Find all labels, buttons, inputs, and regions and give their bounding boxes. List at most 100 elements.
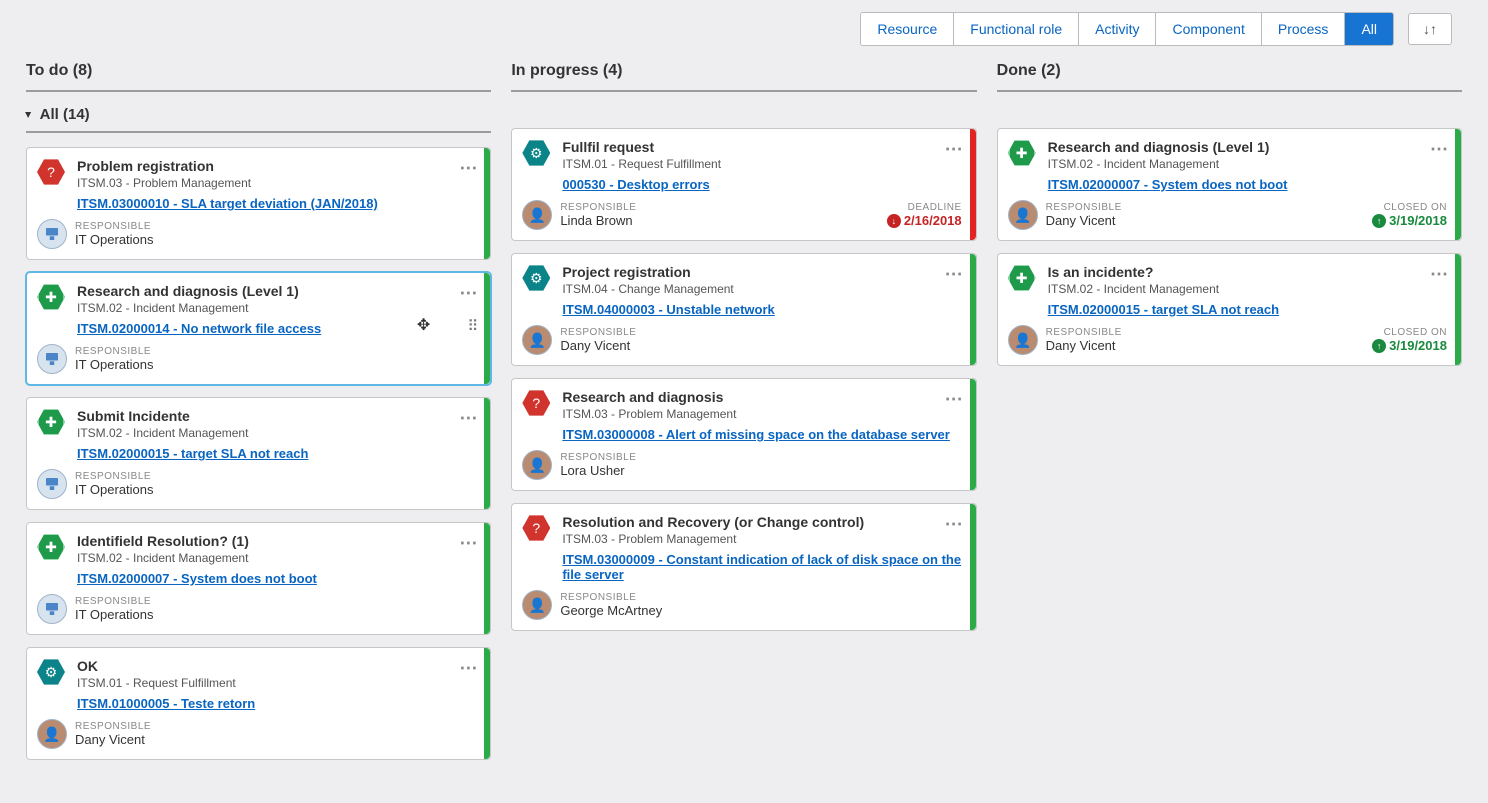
filter-tab-resource[interactable]: Resource — [861, 13, 954, 45]
card-footer: RESPONSIBLEIT Operations — [77, 469, 476, 499]
card-link[interactable]: ITSM.02000014 - No network file access — [77, 321, 321, 336]
kanban-card[interactable]: ? ⋯Problem registration ITSM.03 - Problem … — [26, 147, 491, 260]
card-link[interactable]: ITSM.01000005 - Teste retorn — [77, 696, 255, 711]
card-type-icon: ⚙ — [37, 658, 65, 686]
kanban-board: To do (8) All (14) ?⋯Problem registratio… — [26, 62, 1462, 772]
card-menu-icon[interactable]: ⋯ — [945, 389, 964, 410]
drag-handle-icon[interactable]: ⠿ — [467, 317, 478, 335]
responsible-block: 👤RESPONSIBLEDany Vicent — [522, 325, 636, 355]
avatar: 👤 — [1008, 200, 1038, 230]
card-link[interactable]: ITSM.02000015 - target SLA not reach — [1048, 302, 1279, 317]
deadline-arrow-icon: ↓ — [887, 214, 901, 228]
kanban-card[interactable]: ?⋯Resolution and Recovery (or Change con… — [511, 503, 976, 631]
avatar: 👤 — [522, 450, 552, 480]
responsible-name: Linda Brown — [560, 213, 636, 228]
group-label: All (14) — [40, 106, 90, 123]
card-subtitle: ITSM.02 - Incident Management — [77, 301, 476, 315]
deadline-arrow-icon: ↑ — [1372, 339, 1386, 353]
responsible-label: RESPONSIBLE — [560, 327, 636, 338]
column-inprogress: In progress (4) ⚙⋯Fullfil requestITSM.01… — [511, 62, 976, 772]
kanban-card[interactable]: ⚙⋯Fullfil requestITSM.01 - Request Fulfi… — [511, 128, 976, 241]
filter-tabs: ResourceFunctional roleActivityComponent… — [860, 12, 1394, 46]
card-menu-icon[interactable]: ⋯ — [945, 514, 964, 535]
card-link[interactable]: ITSM.02000007 - System does not boot — [1048, 177, 1288, 192]
responsible-label: RESPONSIBLE — [560, 452, 636, 463]
card-menu-icon[interactable]: ⋯ — [459, 408, 478, 429]
card-footer: 👤RESPONSIBLEDany Vicent — [77, 719, 476, 749]
card-menu-icon[interactable]: ⋯ — [945, 139, 964, 160]
responsible-name: Dany Vicent — [560, 338, 636, 353]
avatar — [37, 219, 67, 249]
responsible-label: RESPONSIBLE — [560, 592, 662, 603]
sort-button[interactable]: ↓↑ — [1408, 13, 1452, 45]
card-link[interactable]: ITSM.03000009 - Constant indication of l… — [562, 552, 961, 582]
group-row[interactable]: All (14) — [26, 106, 491, 133]
card-title: Submit Incidente — [77, 408, 476, 424]
filter-tab-functional-role[interactable]: Functional role — [954, 13, 1079, 45]
deadline-block: CLOSED ON↑3/19/2018 — [1372, 327, 1447, 353]
card-menu-icon[interactable]: ⋯ — [459, 158, 478, 179]
card-stripe — [970, 254, 976, 365]
cards-todo: ?⋯Problem registrationITSM.03 - Problem … — [26, 147, 491, 760]
card-stripe — [484, 148, 490, 259]
card-stripe — [1455, 254, 1461, 365]
card-footer: 👤RESPONSIBLEDany VicentCLOSED ON↑3/19/20… — [1048, 200, 1447, 230]
card-subtitle: ITSM.04 - Change Management — [562, 282, 961, 296]
filter-tab-activity[interactable]: Activity — [1079, 13, 1156, 45]
column-title-todo: To do (8) — [26, 62, 491, 92]
filter-tab-process[interactable]: Process — [1262, 13, 1346, 45]
card-type-icon: ✚ — [1008, 139, 1036, 167]
card-footer: 👤RESPONSIBLELora Usher — [562, 450, 961, 480]
card-menu-icon[interactable]: ⋯ — [459, 658, 478, 679]
kanban-card[interactable]: ?⋯Research and diagnosisITSM.03 - Proble… — [511, 378, 976, 491]
kanban-card[interactable]: ⚙⋯OKITSM.01 - Request FulfillmentITSM.01… — [26, 647, 491, 760]
card-menu-icon[interactable]: ⋯ — [459, 533, 478, 554]
card-footer: 👤RESPONSIBLEDany VicentCLOSED ON↑3/19/20… — [1048, 325, 1447, 355]
card-link[interactable]: ITSM.04000003 - Unstable network — [562, 302, 774, 317]
kanban-card[interactable]: ✚⋯✥⠿Research and diagnosis (Level 1)ITSM… — [26, 272, 491, 385]
card-menu-icon[interactable]: ⋯ — [1430, 139, 1449, 160]
card-type-icon: ? — [37, 158, 65, 186]
responsible-block: 👤RESPONSIBLEGeorge McArtney — [522, 590, 662, 620]
card-link[interactable]: ITSM.03000010 - SLA target deviation (JA… — [77, 196, 378, 211]
deadline-arrow-icon: ↑ — [1372, 214, 1386, 228]
column-title-inprogress: In progress (4) — [511, 62, 976, 92]
kanban-card[interactable]: ✚⋯Research and diagnosis (Level 1)ITSM.0… — [997, 128, 1462, 241]
deadline-label: CLOSED ON — [1372, 327, 1447, 338]
responsible-block: 👤RESPONSIBLEDany Vicent — [1008, 200, 1122, 230]
card-title: Problem registration — [77, 158, 476, 174]
responsible-block: RESPONSIBLEIT Operations — [37, 469, 154, 499]
card-type-icon: ✚ — [37, 408, 65, 436]
kanban-card[interactable]: ✚ ⋯Submit Incidente ITSM.02 - Incident Man… — [26, 397, 491, 510]
responsible-label: RESPONSIBLE — [75, 346, 154, 357]
card-type-icon: ✚ — [37, 533, 65, 561]
responsible-name: Dany Vicent — [1046, 338, 1122, 353]
card-menu-icon[interactable]: ⋯ — [945, 264, 964, 285]
card-subtitle: ITSM.02 - Incident Management — [1048, 282, 1447, 296]
responsible-block: 👤RESPONSIBLELinda Brown — [522, 200, 636, 230]
card-title: Identifield Resolution? (1) — [77, 533, 476, 549]
responsible-label: RESPONSIBLE — [560, 202, 636, 213]
kanban-card[interactable]: ⚙⋯Project registrationITSM.04 - Change M… — [511, 253, 976, 366]
cards-done: ✚⋯Research and diagnosis (Level 1)ITSM.0… — [997, 128, 1462, 366]
kanban-card[interactable]: ✚⋯Is an incidente?ITSM.02 - Incident Man… — [997, 253, 1462, 366]
filter-tab-all[interactable]: All — [1345, 13, 1393, 45]
filter-tab-component[interactable]: Component — [1156, 13, 1261, 45]
card-link[interactable]: ITSM.02000007 - System does not boot — [77, 571, 317, 586]
card-subtitle: ITSM.03 - Problem Management — [77, 176, 476, 190]
card-link[interactable]: ITSM.03000008 - Alert of missing space o… — [562, 427, 950, 442]
card-subtitle: ITSM.01 - Request Fulfillment — [562, 157, 961, 171]
responsible-block: RESPONSIBLEIT Operations — [37, 594, 154, 624]
move-cursor-icon: ✥ — [417, 315, 430, 335]
card-type-icon: ⚙ — [522, 264, 550, 292]
card-menu-icon[interactable]: ⋯ — [1430, 264, 1449, 285]
card-link[interactable]: 000530 - Desktop errors — [562, 177, 709, 192]
card-title: Is an incidente? — [1048, 264, 1447, 280]
card-menu-icon[interactable]: ⋯ — [459, 283, 478, 304]
card-subtitle: ITSM.02 - Incident Management — [77, 426, 476, 440]
card-link[interactable]: ITSM.02000015 - target SLA not reach — [77, 446, 308, 461]
card-footer: 👤RESPONSIBLEDany Vicent — [562, 325, 961, 355]
card-stripe — [970, 379, 976, 490]
card-footer: RESPONSIBLEIT Operations — [77, 344, 476, 374]
kanban-card[interactable]: ✚⋯Identifield Resolution? (1)ITSM.02 - I… — [26, 522, 491, 635]
